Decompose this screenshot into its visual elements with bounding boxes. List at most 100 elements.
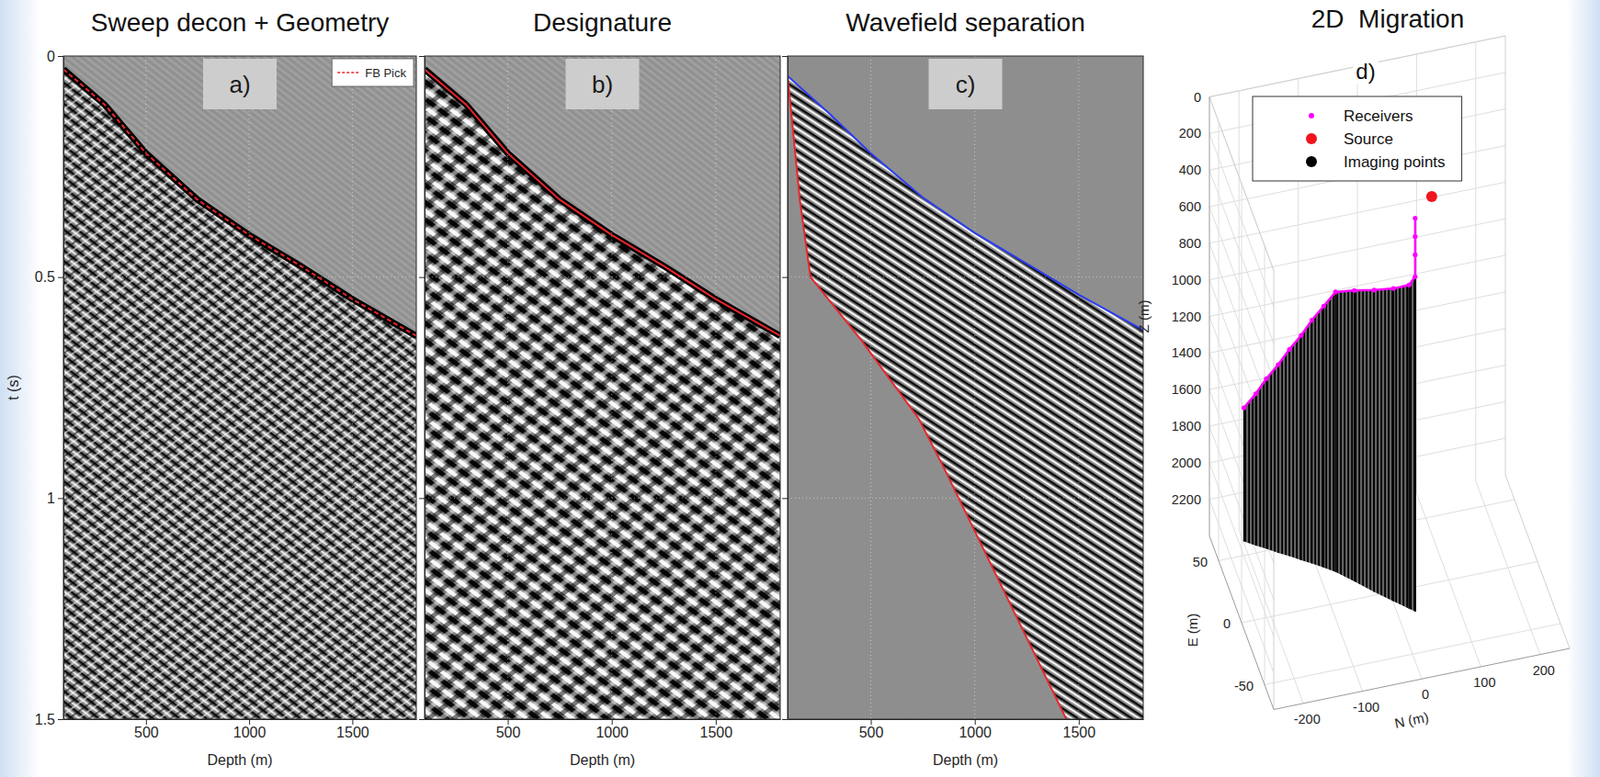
imaging-column xyxy=(1288,349,1290,557)
y-axis-line xyxy=(63,56,65,721)
x-tick-label: 500 xyxy=(134,725,159,741)
panel-title: Designature xyxy=(533,8,672,37)
x-tick-label: 500 xyxy=(859,725,885,741)
grid-line xyxy=(1264,624,1561,686)
legend-swatch xyxy=(337,71,360,74)
wavefield-area xyxy=(63,68,417,720)
grid-line xyxy=(351,56,353,720)
panel-title: 2D Migration xyxy=(1311,4,1465,34)
y-tick xyxy=(782,498,788,500)
x-tick-label: 1000 xyxy=(233,725,267,741)
y-tick-mark xyxy=(419,56,425,57)
x-tick: 1000 xyxy=(958,719,992,741)
n-tick-label: 200 xyxy=(1532,663,1555,679)
y-tick-mark xyxy=(419,277,425,279)
grid-line xyxy=(787,276,1144,278)
label-patch xyxy=(1352,57,1378,85)
y-tick xyxy=(782,277,788,279)
point xyxy=(1407,283,1412,288)
point xyxy=(1309,317,1315,323)
point xyxy=(1275,362,1281,367)
z-tick-label: 600 xyxy=(1179,199,1202,215)
grid-line xyxy=(145,56,147,720)
z-tick-label: 200 xyxy=(1179,125,1202,141)
y-tick-mark xyxy=(419,498,425,500)
grid-line xyxy=(870,56,872,720)
x-tick-label: 500 xyxy=(496,725,522,741)
x-tick-mark xyxy=(715,719,717,726)
point xyxy=(1412,274,1418,280)
x-tick: 1000 xyxy=(595,719,629,741)
n-axis-title: N (m) xyxy=(1393,709,1430,732)
grid-line xyxy=(1241,183,1243,624)
y-tick xyxy=(419,498,425,500)
panel-label: c) xyxy=(955,70,976,99)
z-tick-label: 1200 xyxy=(1171,309,1202,325)
label-patch xyxy=(929,58,1003,110)
legend-label: Receivers xyxy=(1343,107,1414,125)
y-axis: 0 0.5 1 1.5 xyxy=(34,48,65,728)
plot-area xyxy=(63,56,417,720)
y-tick-label: 1 xyxy=(46,490,56,507)
point xyxy=(1241,405,1247,410)
panel-title: Wavefield separation xyxy=(845,8,1085,37)
legend: ReceiversSourceImaging points xyxy=(1252,96,1463,182)
y-tick-mark xyxy=(782,277,788,279)
series-line xyxy=(787,76,1144,331)
legend-marker xyxy=(1305,156,1317,168)
grid-line xyxy=(424,276,781,278)
imaging-column xyxy=(1255,394,1257,546)
legend-label: Source xyxy=(1343,130,1394,148)
grid-line xyxy=(63,498,417,500)
y-tick-label: 0 xyxy=(46,48,56,65)
y-tick-mark xyxy=(57,277,64,279)
grid-line xyxy=(611,56,613,720)
legend: FB Pick xyxy=(331,58,414,87)
y-tick xyxy=(419,719,425,721)
x-tick-label: 1000 xyxy=(595,725,629,741)
imaging-curtain xyxy=(1244,218,1416,613)
x-tick-label: 1500 xyxy=(700,725,734,741)
e-tick-label: -50 xyxy=(1234,679,1254,694)
imaging-column xyxy=(1265,378,1267,549)
point xyxy=(1351,288,1357,294)
z-tick-label: 0 xyxy=(1193,90,1202,105)
y-axis-line xyxy=(424,56,426,721)
grid-line xyxy=(424,498,781,500)
panel: 50010001500Depth (m)Wavefield separation… xyxy=(782,8,1145,769)
z-tick-label: 1800 xyxy=(1171,419,1202,434)
imaging-column xyxy=(1277,364,1279,554)
x-axis-line xyxy=(788,719,1145,721)
x-axis: 50010001500 xyxy=(788,719,1145,741)
y-tick-mark xyxy=(57,56,64,57)
imaging-column xyxy=(1414,276,1416,612)
y-axis xyxy=(419,56,426,721)
legend-marker xyxy=(1308,113,1315,119)
x-axis: 500 1000 1500 xyxy=(425,719,782,741)
panel-3d: 0200400600800100012001400160018002000220… xyxy=(1135,4,1570,732)
y-tick-label: 0.5 xyxy=(34,269,56,285)
n-tick-label: -200 xyxy=(1293,712,1321,727)
x-tick-mark xyxy=(249,719,250,726)
x-tick: 500 xyxy=(134,719,159,741)
x-tick-mark xyxy=(146,719,148,726)
point xyxy=(1333,289,1339,295)
imaging-column xyxy=(1408,284,1410,610)
y-tick: 1.5 xyxy=(34,712,64,728)
y-tick: 0.5 xyxy=(34,269,64,285)
y-tick-mark xyxy=(57,498,64,500)
x-axis-title: Depth (m) xyxy=(569,752,636,769)
y-tick-mark xyxy=(782,56,788,57)
legend-label: FB Pick xyxy=(364,66,407,80)
grid-line xyxy=(714,56,716,720)
y-tick-mark xyxy=(782,719,788,721)
y-tick-mark xyxy=(57,719,64,721)
imaging-column xyxy=(1323,306,1325,568)
imaging-column xyxy=(1353,290,1355,582)
grid-line xyxy=(249,56,250,720)
e-tick-label: 0 xyxy=(1223,616,1231,632)
label-patch xyxy=(566,58,640,110)
grid-line xyxy=(1218,122,1220,562)
legend-box xyxy=(331,58,414,87)
imaging-column xyxy=(1311,320,1313,565)
